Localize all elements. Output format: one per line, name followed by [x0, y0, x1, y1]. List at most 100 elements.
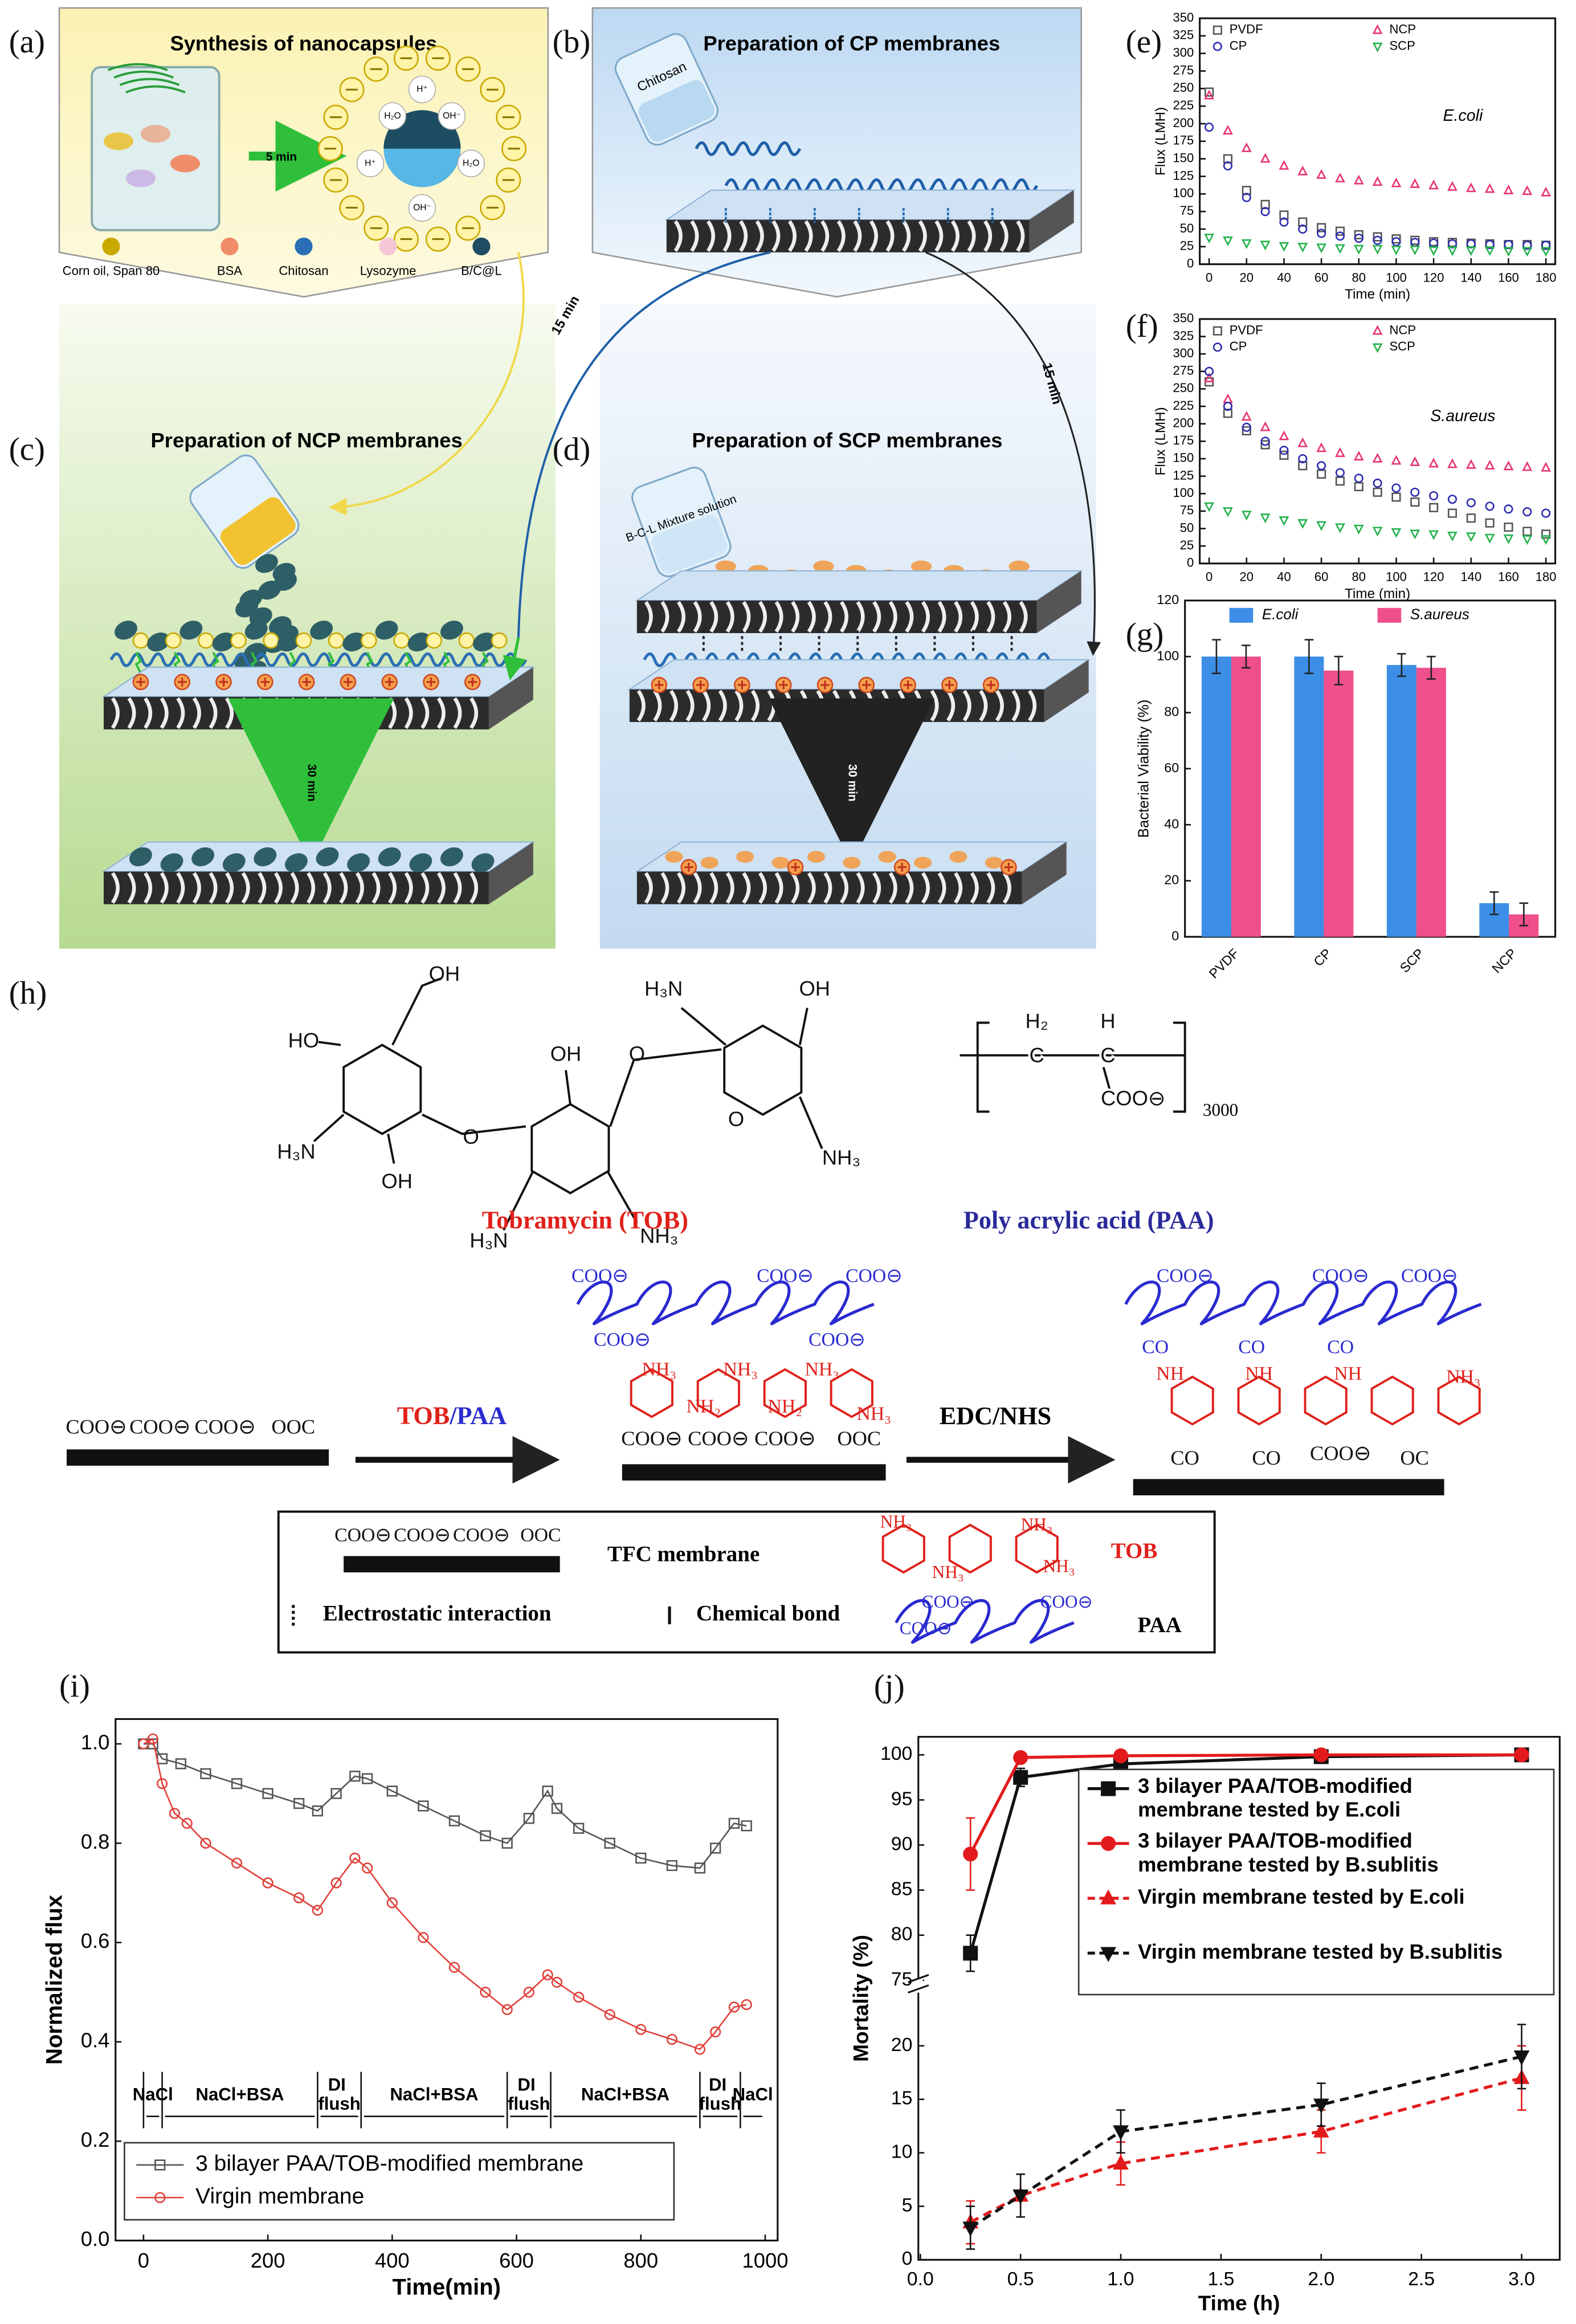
- marker: [200, 1837, 211, 1849]
- membrane-stripe: [1002, 601, 1011, 633]
- legend-text: E.coli: [1262, 606, 1299, 623]
- capsule: [409, 853, 432, 872]
- membrane-stripe: [983, 220, 993, 252]
- membrane-stripe: [823, 601, 832, 633]
- legend-text: SCP: [1389, 38, 1415, 52]
- marker: [523, 1987, 534, 1998]
- marker: [1372, 343, 1383, 353]
- ring: [830, 1368, 873, 1418]
- marker: [1484, 183, 1495, 193]
- marker: [1391, 492, 1401, 502]
- membrane-stripe: [653, 690, 662, 722]
- x-axis-label: Time(min): [393, 2274, 501, 2299]
- marker: [1101, 1836, 1116, 1851]
- flow-arrow: [517, 251, 771, 638]
- y-tick-label: 25: [1180, 538, 1194, 552]
- panel-label: (e): [1126, 24, 1162, 60]
- charge-sign: [385, 677, 394, 687]
- marker: [1297, 519, 1308, 529]
- marker: [1316, 169, 1327, 179]
- membrane-stripe: [690, 220, 699, 252]
- membrane-stripe: [660, 601, 669, 633]
- marker: [1353, 451, 1364, 460]
- membrane-stripe: [937, 872, 946, 904]
- membrane-stripe: [127, 697, 136, 729]
- marker: [1485, 240, 1495, 250]
- membrane-stripe: [771, 220, 781, 252]
- membrane-stripe: [176, 697, 185, 729]
- repeat-n: 3000: [1203, 1100, 1238, 1120]
- membrane-stripe: [839, 601, 848, 633]
- x-tick-label: 60: [1314, 570, 1329, 584]
- ion: [356, 149, 385, 178]
- group-label: OOC: [271, 1415, 315, 1438]
- phase-label: NaCl: [133, 2084, 173, 2104]
- charge-sign: [945, 680, 954, 690]
- atom-label: O: [629, 1042, 645, 1065]
- marker: [1297, 437, 1308, 447]
- y-tick-label: 85: [891, 1878, 913, 1900]
- group-label: NH: [1245, 1363, 1273, 1384]
- step-reagent: TOB/PAA: [397, 1402, 507, 1430]
- group-label: COO⊖: [754, 1427, 815, 1450]
- ring: [948, 1523, 992, 1574]
- y-axis-label: Mortality (%): [848, 1935, 872, 2062]
- group-label: OOC: [520, 1524, 561, 1546]
- legend-text: TOB: [1111, 1539, 1158, 1563]
- y-tick-label: 10: [891, 2141, 913, 2163]
- panel-label: (h): [9, 975, 47, 1011]
- bottle-liquid: [638, 80, 715, 142]
- membrane-stripe: [853, 220, 862, 252]
- x-tick-label: 0: [138, 2249, 149, 2272]
- y-tick-label: 350: [1173, 10, 1194, 25]
- series-line: [143, 1743, 747, 1869]
- flow-arrow: [925, 251, 1101, 656]
- group-label: COO⊖: [922, 1592, 974, 1612]
- y-tick-label: 80: [1164, 704, 1179, 719]
- marker: [963, 1946, 978, 1961]
- membrane-stripe: [111, 872, 120, 904]
- legend-box: [1077, 1768, 1555, 1996]
- membrane-stripe: [999, 220, 1009, 252]
- group-label: CO: [1238, 1336, 1265, 1357]
- y-tick-label: 0.4: [81, 2029, 110, 2052]
- atom-label: H₃N: [644, 977, 683, 1000]
- marker: [962, 2221, 979, 2237]
- legend-text: Corn oil, Span 80: [63, 263, 160, 278]
- legend-swatch: [1229, 607, 1254, 623]
- bsa: [1009, 560, 1030, 573]
- membrane-stripe: [702, 690, 711, 722]
- error-bar: [1427, 655, 1436, 680]
- membrane-stripe: [970, 872, 979, 904]
- legend-text: 3 bilayer PAA/TOB-modified membrane test…: [1138, 1774, 1418, 1821]
- marker: [231, 1857, 243, 1869]
- marker: [362, 1773, 373, 1784]
- marker: [1372, 527, 1383, 537]
- surfactant: [230, 632, 247, 649]
- y-tick-label: 200: [1173, 116, 1194, 130]
- membrane-side: [1022, 842, 1067, 904]
- x-axis-label: Time (h): [1198, 2291, 1280, 2315]
- membrane-stripe: [404, 872, 413, 904]
- group-label: COO⊖: [900, 1618, 952, 1638]
- marker: [1212, 343, 1222, 352]
- marker: [1260, 207, 1270, 217]
- charge-sign: [468, 677, 477, 687]
- marker: [1260, 240, 1271, 251]
- surfactant: [491, 632, 508, 649]
- x-tick-label: 0.5: [1007, 2268, 1034, 2290]
- marker: [1100, 1947, 1117, 1962]
- interaction: [134, 651, 142, 674]
- atom-label: H₃N: [469, 1229, 508, 1252]
- x-tick-label: 140: [1460, 570, 1481, 584]
- membrane-stripe: [1002, 872, 1011, 904]
- marker: [1504, 522, 1513, 532]
- marker: [1298, 454, 1308, 463]
- bond: [387, 1134, 395, 1164]
- membrane-stripe: [290, 872, 299, 904]
- marker: [1013, 1769, 1028, 1785]
- x-tick-label: 40: [1277, 271, 1291, 285]
- membrane-stripe: [758, 601, 767, 633]
- marker: [1522, 240, 1532, 250]
- marker: [1372, 325, 1383, 335]
